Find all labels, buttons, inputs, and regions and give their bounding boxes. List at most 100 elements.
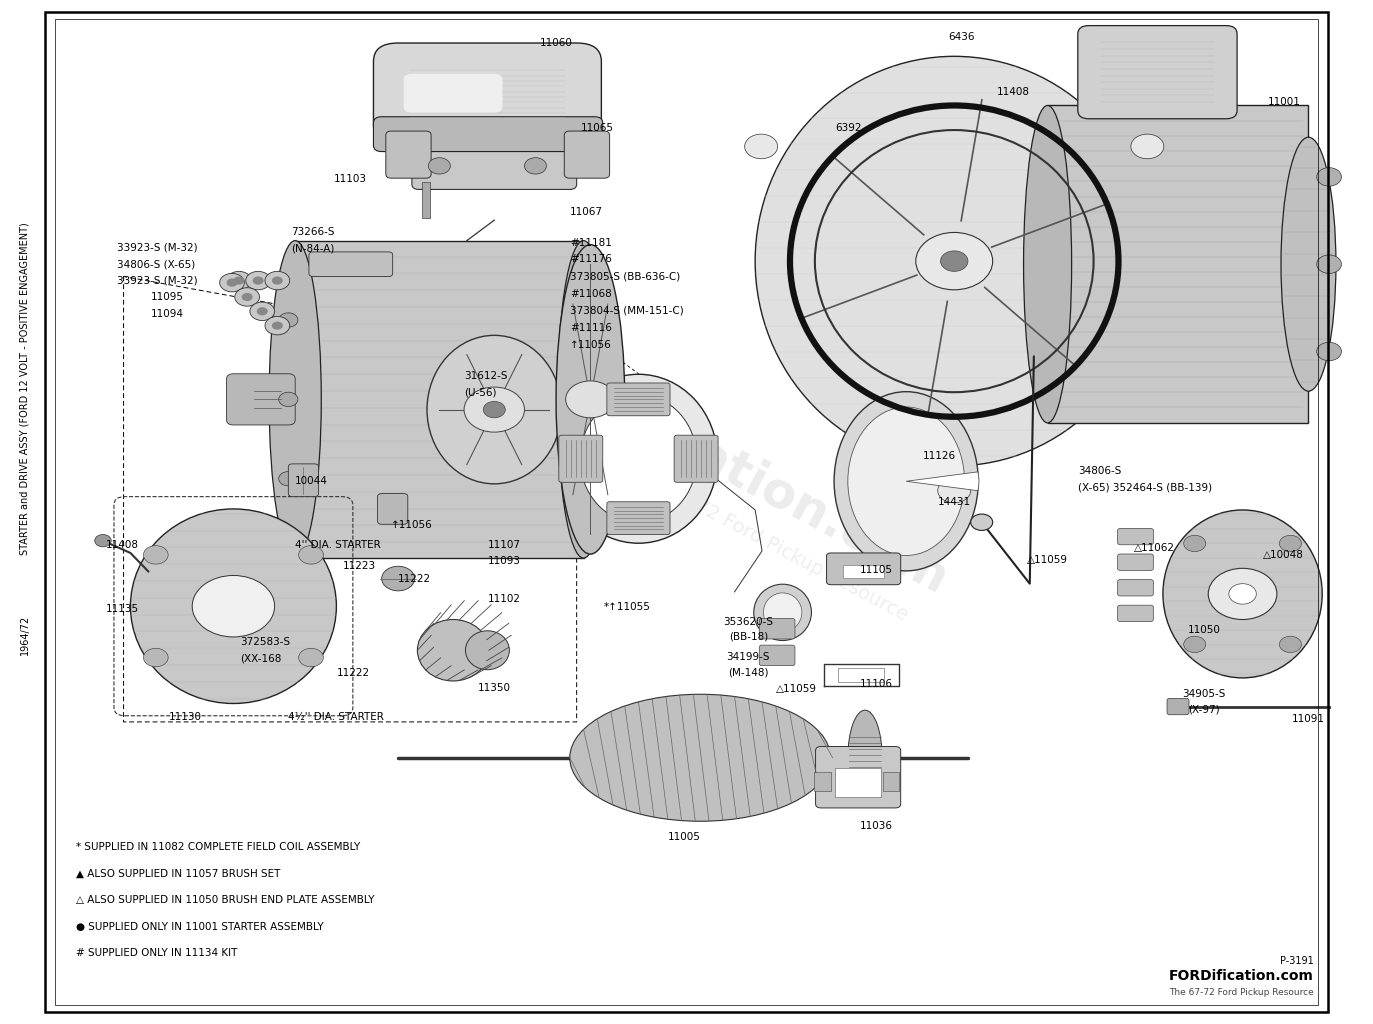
Circle shape (1317, 342, 1341, 360)
Text: ● SUPPLIED ONLY IN 11001 STARTER ASSEMBLY: ● SUPPLIED ONLY IN 11001 STARTER ASSEMBL… (76, 922, 323, 932)
Text: ↑11056: ↑11056 (391, 520, 432, 530)
Ellipse shape (560, 374, 717, 543)
Text: 11094: 11094 (151, 309, 184, 319)
Circle shape (1317, 255, 1341, 273)
FancyBboxPatch shape (559, 435, 603, 482)
FancyBboxPatch shape (759, 645, 795, 666)
Circle shape (265, 316, 290, 335)
Text: 372583-S: 372583-S (240, 637, 291, 647)
Text: 11107: 11107 (487, 540, 520, 550)
Circle shape (272, 276, 283, 285)
FancyBboxPatch shape (564, 131, 610, 178)
Text: 11060: 11060 (540, 38, 573, 48)
Text: 11103: 11103 (334, 174, 367, 184)
Text: 11065: 11065 (581, 123, 614, 133)
Circle shape (220, 273, 244, 292)
FancyBboxPatch shape (1118, 528, 1153, 545)
Circle shape (257, 307, 268, 315)
Ellipse shape (130, 509, 336, 703)
Ellipse shape (579, 394, 696, 522)
FancyBboxPatch shape (827, 553, 901, 585)
Circle shape (242, 293, 253, 301)
Text: (X-97): (X-97) (1188, 705, 1221, 715)
Text: 4½'' DIA. STARTER: 4½'' DIA. STARTER (288, 712, 384, 722)
Text: △11062: △11062 (1134, 543, 1175, 553)
Text: 11091: 11091 (1292, 714, 1325, 724)
Circle shape (299, 546, 324, 564)
Text: 34806-S (X-65): 34806-S (X-65) (117, 259, 195, 269)
FancyBboxPatch shape (1078, 26, 1237, 119)
Text: FORDification.com: FORDification.com (472, 316, 956, 605)
Circle shape (235, 288, 259, 306)
FancyBboxPatch shape (412, 138, 577, 189)
Text: 11223: 11223 (343, 561, 376, 571)
Circle shape (95, 535, 111, 547)
Text: 11093: 11093 (487, 556, 520, 566)
Circle shape (272, 322, 283, 330)
Ellipse shape (763, 593, 802, 632)
Bar (835, 768, 881, 797)
Text: The 67-72 Ford Pickup Resource: The 67-72 Ford Pickup Resource (626, 461, 912, 625)
Circle shape (1184, 536, 1205, 552)
Circle shape (566, 381, 615, 418)
FancyBboxPatch shape (227, 374, 295, 425)
Circle shape (971, 514, 993, 530)
Text: 6436: 6436 (947, 32, 975, 42)
Circle shape (227, 279, 238, 287)
Circle shape (279, 471, 298, 486)
Circle shape (1280, 636, 1302, 652)
Text: (N-84-A): (N-84-A) (291, 244, 335, 254)
Circle shape (253, 276, 264, 285)
Text: 11095: 11095 (151, 292, 184, 302)
FancyBboxPatch shape (816, 746, 901, 808)
Text: (U-56): (U-56) (464, 387, 497, 397)
Text: 4'' DIA. STARTER: 4'' DIA. STARTER (295, 540, 380, 550)
Circle shape (279, 392, 298, 407)
Text: #11181: #11181 (570, 238, 611, 248)
Text: 31612-S: 31612-S (464, 371, 508, 381)
Bar (1048, 105, 1308, 423)
Text: ▲ ALSO SUPPLIED IN 11057 BRUSH SET: ▲ ALSO SUPPLIED IN 11057 BRUSH SET (76, 868, 280, 879)
Ellipse shape (1281, 137, 1336, 391)
Circle shape (1317, 168, 1341, 186)
Text: #11068: #11068 (570, 289, 611, 299)
Ellipse shape (847, 711, 881, 805)
Circle shape (192, 575, 275, 637)
Text: 34199-S: 34199-S (726, 652, 770, 663)
Text: #11116: #11116 (570, 323, 611, 333)
Ellipse shape (557, 241, 610, 558)
Bar (843, 565, 884, 578)
Text: 11106: 11106 (859, 679, 892, 689)
Circle shape (227, 271, 251, 290)
Text: 11036: 11036 (859, 821, 892, 831)
Text: 373805-S (BB-636-C): 373805-S (BB-636-C) (570, 271, 680, 282)
Circle shape (382, 566, 415, 591)
Text: 11102: 11102 (487, 594, 520, 604)
Ellipse shape (465, 631, 509, 670)
Text: 11067: 11067 (570, 207, 603, 217)
Circle shape (524, 158, 546, 174)
Text: 11408: 11408 (106, 540, 139, 550)
FancyBboxPatch shape (607, 502, 670, 535)
FancyBboxPatch shape (386, 131, 431, 178)
Ellipse shape (427, 336, 562, 484)
Text: 34905-S: 34905-S (1182, 689, 1226, 699)
FancyBboxPatch shape (373, 43, 601, 143)
FancyArrow shape (422, 182, 430, 218)
Text: *↑11055: *↑11055 (604, 602, 651, 612)
FancyBboxPatch shape (674, 435, 718, 482)
Text: 11350: 11350 (478, 683, 511, 693)
Text: 33923-S (M-32): 33923-S (M-32) (117, 243, 198, 253)
Text: 14431: 14431 (938, 497, 971, 507)
Text: 11408: 11408 (997, 87, 1030, 97)
Text: 11130: 11130 (169, 712, 202, 722)
Text: 353620-S: 353620-S (724, 616, 773, 627)
Bar (295, 241, 584, 558)
Text: 11222: 11222 (398, 573, 431, 584)
Text: 11135: 11135 (106, 604, 139, 614)
Circle shape (143, 648, 168, 667)
FancyBboxPatch shape (1118, 554, 1153, 570)
Ellipse shape (556, 245, 625, 554)
Ellipse shape (570, 694, 831, 821)
Text: △11059: △11059 (1027, 555, 1068, 565)
